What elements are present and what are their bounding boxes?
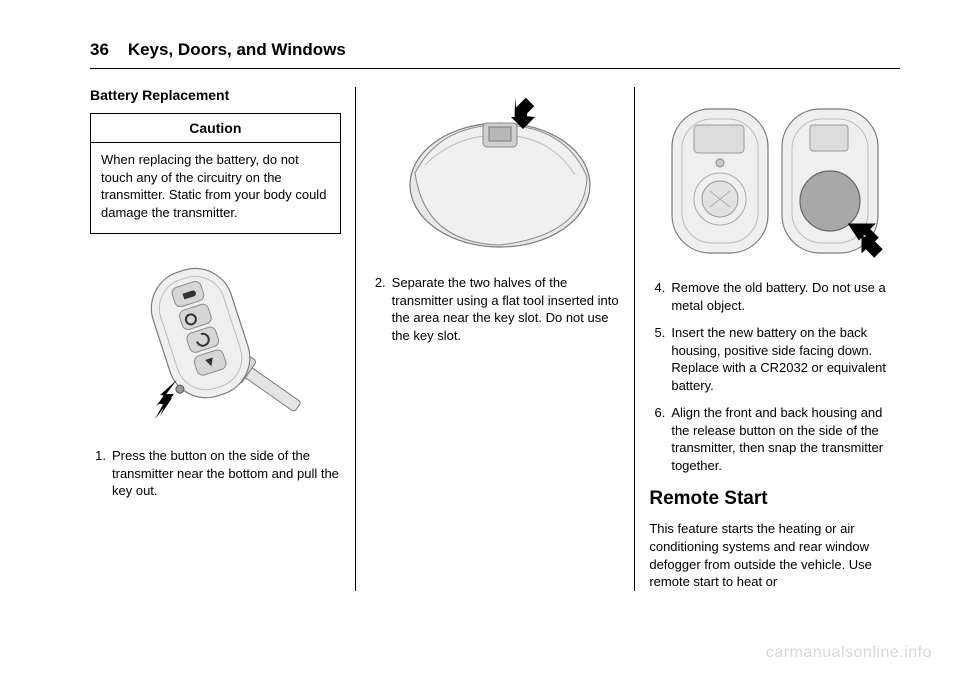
figure-two-halves bbox=[649, 95, 900, 265]
remote-start-heading: Remote Start bbox=[649, 488, 900, 510]
steps-col3: 4. Remove the old battery. Do not use a … bbox=[649, 279, 900, 474]
caution-body: When replacing the battery, do not touch… bbox=[91, 143, 340, 233]
steps-col1: 1. Press the button on the side of the t… bbox=[90, 447, 341, 500]
page: 36 Keys, Doors, and Windows Battery Repl… bbox=[0, 0, 960, 611]
fob-half-illustration bbox=[385, 95, 605, 260]
column-1: Battery Replacement Caution When replaci… bbox=[90, 87, 355, 591]
two-halves-illustration bbox=[660, 95, 890, 265]
step-number: 6. bbox=[649, 404, 671, 474]
header-rule bbox=[90, 68, 900, 69]
column-2: 2. Separate the two halves of the transm… bbox=[355, 87, 635, 591]
steps-col2: 2. Separate the two halves of the transm… bbox=[370, 274, 621, 344]
figure-key-fob bbox=[90, 248, 341, 433]
step-number: 1. bbox=[90, 447, 112, 500]
step-text: Remove the old battery. Do not use a met… bbox=[671, 279, 900, 314]
step-text: Align the front and back housing and the… bbox=[671, 404, 900, 474]
step-2: 2. Separate the two halves of the transm… bbox=[370, 274, 621, 344]
step-5: 5. Insert the new battery on the back ho… bbox=[649, 324, 900, 394]
column-3: 4. Remove the old battery. Do not use a … bbox=[634, 87, 900, 591]
page-header: 36 Keys, Doors, and Windows bbox=[90, 40, 900, 60]
battery-replacement-heading: Battery Replacement bbox=[90, 87, 341, 103]
step-text: Press the button on the side of the tran… bbox=[112, 447, 341, 500]
page-number: 36 bbox=[90, 40, 109, 59]
step-number: 2. bbox=[370, 274, 392, 344]
columns: Battery Replacement Caution When replaci… bbox=[90, 87, 900, 591]
key-fob-illustration bbox=[110, 248, 320, 433]
step-4: 4. Remove the old battery. Do not use a … bbox=[649, 279, 900, 314]
step-6: 6. Align the front and back housing and … bbox=[649, 404, 900, 474]
step-1: 1. Press the button on the side of the t… bbox=[90, 447, 341, 500]
watermark: carmanualsonline.info bbox=[766, 644, 932, 662]
caution-title: Caution bbox=[91, 114, 340, 143]
step-number: 4. bbox=[649, 279, 671, 314]
step-text: Separate the two halves of the transmitt… bbox=[392, 274, 621, 344]
caution-box: Caution When replacing the battery, do n… bbox=[90, 113, 341, 234]
step-number: 5. bbox=[649, 324, 671, 394]
remote-start-body: This feature starts the heating or air c… bbox=[649, 520, 900, 590]
chapter-title: Keys, Doors, and Windows bbox=[128, 40, 346, 59]
figure-fob-half bbox=[370, 95, 621, 260]
step-text: Insert the new battery on the back housi… bbox=[671, 324, 900, 394]
